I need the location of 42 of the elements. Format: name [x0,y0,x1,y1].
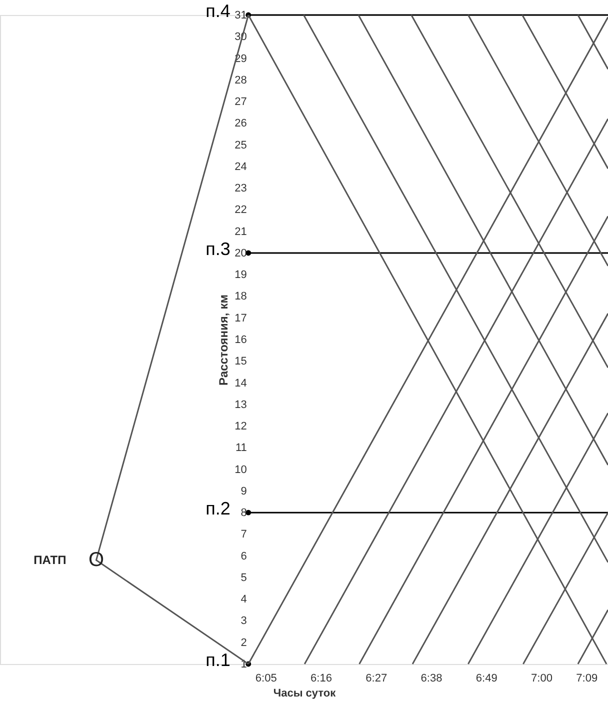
y-tick-label: 28 [234,74,247,86]
y-tick-label: 8 [240,507,247,520]
y-tick-label: 19 [234,269,247,282]
y-tick-label: 7 [240,528,247,541]
y-tick-label: 31 [234,10,247,22]
annotation: ПАТП [34,553,66,568]
y-tick-label: 18 [234,290,247,303]
y-tick-label: 21 [234,226,247,238]
y-tick-label: 9 [240,485,247,498]
y-axis-title: Расстояния, км [216,294,231,386]
y-tick-label: 4 [240,594,247,606]
x-tick-label: 7:00 [531,672,552,684]
y-tick-label: 3 [240,615,247,628]
y-tick-label: 2 [240,636,247,649]
x-tick-label: 6:05 [255,672,277,684]
y-tick-label: 14 [234,377,247,390]
y-tick-label: 20 [234,247,247,260]
x-axis-title: Часы суток [273,688,336,700]
y-tick-label: 26 [234,118,247,130]
y-tick-label: 6 [240,550,247,562]
y-tick-label: 13 [234,398,247,411]
series-label: п.3 [206,238,230,259]
y-tick-label: 15 [234,356,247,368]
y-tick-label: 16 [234,334,247,346]
y-tick-label: 11 [235,442,247,454]
y-tick-label: 5 [240,572,247,584]
y-tick-label: 12 [234,420,247,433]
x-tick-label: 7:09 [576,672,598,684]
series-label: п.2 [206,498,230,519]
y-tick-label: 22 [234,204,247,216]
y-tick-label: 10 [234,464,247,476]
series-label: п.1 [206,650,230,670]
y-tick-label: 24 [234,160,247,173]
y-tick-label: 23 [234,182,247,195]
y-tick-label: 25 [234,139,247,152]
y-tick-label: 27 [234,96,247,108]
y-tick-label: 17 [234,312,247,324]
x-tick-label: 6:27 [366,672,388,684]
series-label: п.4 [206,1,230,21]
x-tick-label: 6:16 [310,672,332,684]
x-tick-label: 6:38 [420,672,442,684]
x-tick-label: 6:49 [476,672,498,684]
